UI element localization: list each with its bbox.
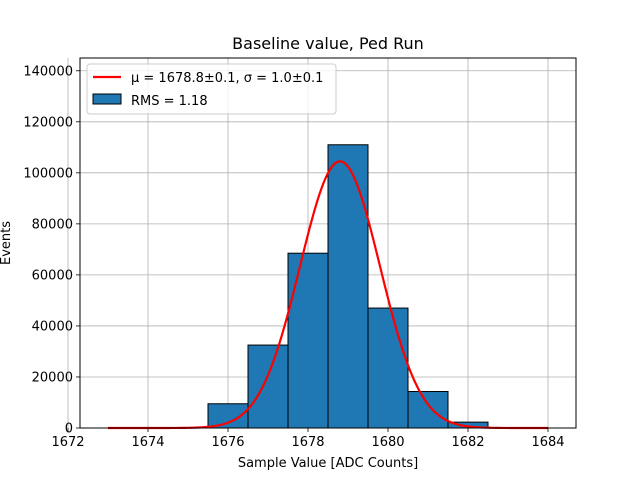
y-tick-label: 0 xyxy=(65,422,73,437)
legend-rms-label: RMS = 1.18 xyxy=(131,94,208,109)
y-axis-label: Events xyxy=(0,221,14,265)
y-tick-label: 100000 xyxy=(23,166,73,181)
x-axis-ticks: 1672 1674 1676 1678 1680 1682 1684 xyxy=(51,428,565,450)
y-axis-ticks: 0 20000 40000 60000 80000 100000 120000 140000 xyxy=(23,64,80,437)
x-axis-label: Sample Value [ADC Counts] xyxy=(238,456,418,471)
histogram-bar xyxy=(367,307,409,429)
legend: μ = 1678.8±0.1, σ = 1.0±0.1 RMS = 1.18 xyxy=(86,63,337,115)
x-tick-label: 1676 xyxy=(211,435,244,450)
x-tick-label: 1672 xyxy=(51,435,84,450)
x-tick-label: 1680 xyxy=(371,435,404,450)
legend-rms-swatch xyxy=(92,93,122,105)
legend-fit-label: μ = 1678.8±0.1, σ = 1.0±0.1 xyxy=(131,71,323,86)
x-tick-label: 1684 xyxy=(531,435,564,450)
y-tick-label: 20000 xyxy=(32,370,73,385)
histogram-bar xyxy=(287,252,329,429)
histogram-bar xyxy=(327,144,369,429)
x-tick-label: 1674 xyxy=(131,435,164,450)
chart-title: Baseline value, Ped Run xyxy=(232,34,424,53)
plot-frame xyxy=(79,57,577,429)
y-tick-label: 120000 xyxy=(23,115,73,130)
legend-box xyxy=(86,63,337,115)
histogram-bar xyxy=(247,344,289,429)
y-tick-label: 80000 xyxy=(32,217,73,232)
y-tick-label: 60000 xyxy=(32,268,73,283)
x-tick-label: 1682 xyxy=(451,435,484,450)
x-tick-label: 1678 xyxy=(291,435,324,450)
y-tick-label: 40000 xyxy=(32,319,73,334)
y-tick-label: 140000 xyxy=(23,64,73,79)
histogram-bar xyxy=(407,391,449,429)
